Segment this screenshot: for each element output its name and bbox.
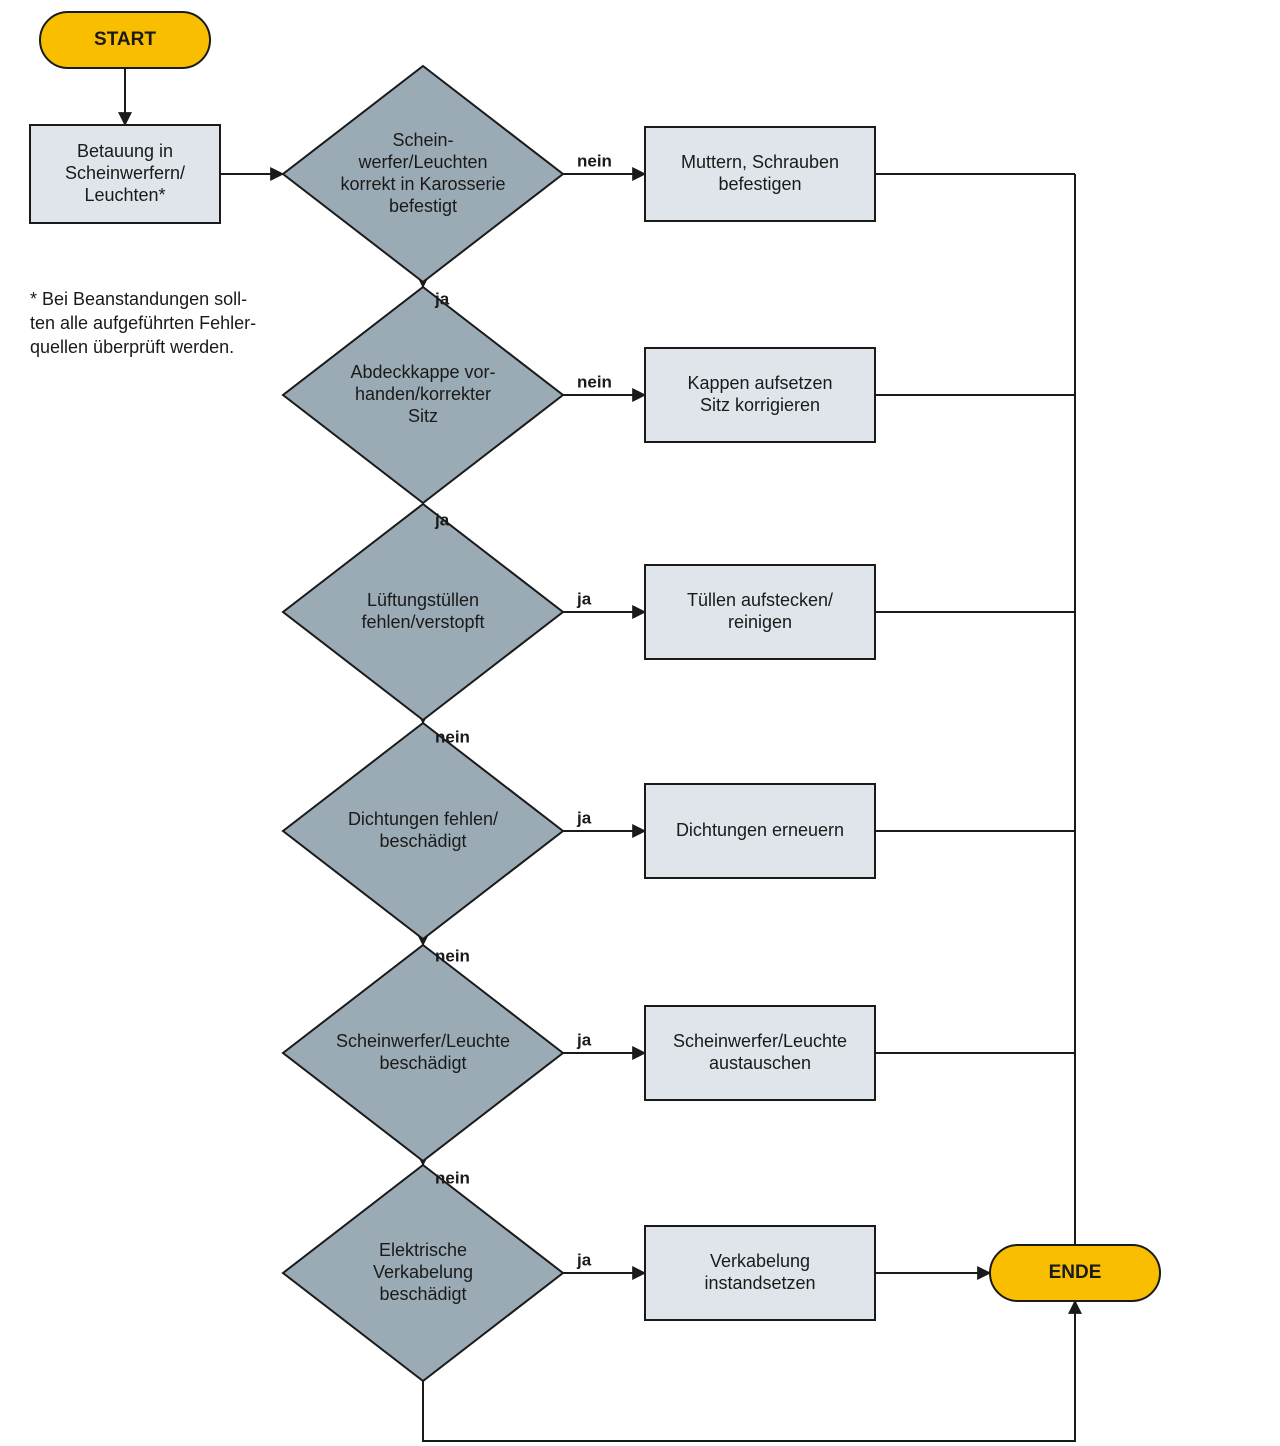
footnote: * Bei Beanstandungen soll-ten alle aufge… xyxy=(30,289,256,357)
label-d1-down: ja xyxy=(434,289,450,308)
d3-text: Lüftungstüllenfehlen/verstopft xyxy=(361,590,484,632)
start-label: START xyxy=(94,29,156,50)
flowchart-canvas: STARTENDEBetauung inScheinwerfern/Leucht… xyxy=(0,0,1280,1446)
label-d2-down: ja xyxy=(434,510,450,529)
label-d5-down: nein xyxy=(435,1168,470,1187)
d6-text: ElektrischeVerkabelungbeschädigt xyxy=(373,1240,473,1304)
end-label: ENDE xyxy=(1049,1262,1102,1283)
label-d4-right: ja xyxy=(576,808,592,827)
label-d3-right: ja xyxy=(576,589,592,608)
edge-d6-end xyxy=(423,1301,1075,1441)
label-d3-down: nein xyxy=(435,727,470,746)
a4-text: Dichtungen erneuern xyxy=(676,820,844,840)
label-d4-down: nein xyxy=(435,946,470,965)
label-d2-right: nein xyxy=(577,372,612,391)
label-d6-right: ja xyxy=(576,1250,592,1269)
label-d5-right: ja xyxy=(576,1030,592,1049)
a2-text: Kappen aufsetzenSitz korrigieren xyxy=(687,373,832,415)
label-d1-right: nein xyxy=(577,151,612,170)
a6-text: Verkabelunginstandsetzen xyxy=(704,1251,815,1293)
